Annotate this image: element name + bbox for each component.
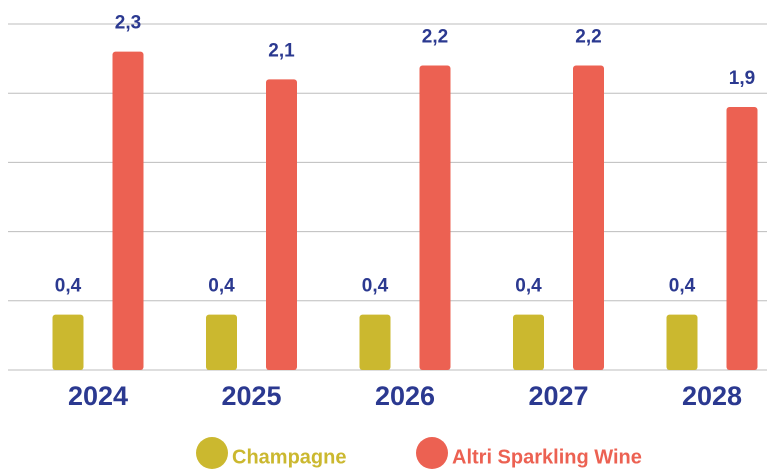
bar bbox=[206, 314, 237, 370]
bar bbox=[419, 65, 451, 371]
x-tick-label: 2028 bbox=[682, 381, 742, 411]
bar bbox=[359, 314, 391, 370]
x-tick-label: 2026 bbox=[375, 381, 435, 411]
legend-swatch bbox=[196, 437, 228, 469]
data-label: 2,2 bbox=[575, 27, 601, 48]
bar bbox=[666, 314, 698, 370]
data-label: 2,3 bbox=[115, 13, 141, 34]
legend-label: Champagne bbox=[232, 446, 346, 468]
data-label: 0,4 bbox=[515, 276, 542, 297]
data-label: 0,4 bbox=[669, 276, 696, 297]
data-label: 2,1 bbox=[268, 40, 295, 61]
x-tick-label: 2027 bbox=[528, 381, 588, 411]
data-label: 2,2 bbox=[422, 27, 448, 48]
bar bbox=[266, 79, 297, 371]
data-label: 0,4 bbox=[208, 276, 235, 297]
x-tick-label: 2025 bbox=[221, 381, 281, 411]
legend-label: Altri Sparkling Wine bbox=[452, 446, 642, 468]
bar bbox=[112, 51, 144, 371]
bar bbox=[726, 107, 758, 370]
data-label: 0,4 bbox=[55, 276, 82, 297]
x-tick-label: 2024 bbox=[68, 381, 128, 411]
data-label: 0,4 bbox=[362, 276, 389, 297]
bar bbox=[573, 65, 604, 371]
data-label: 1,9 bbox=[729, 68, 755, 89]
bar bbox=[52, 314, 84, 370]
bar bbox=[513, 314, 544, 370]
legend-swatch bbox=[416, 437, 448, 469]
